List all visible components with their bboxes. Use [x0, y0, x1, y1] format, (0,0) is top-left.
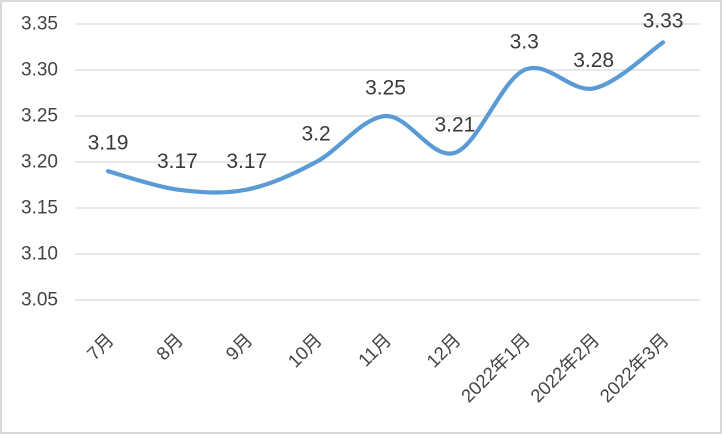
data-label: 3.28 — [573, 49, 614, 72]
x-axis-tick-label: 2022年3月 — [595, 329, 672, 406]
y-axis-tick-label: 3.35 — [21, 14, 58, 35]
y-axis-tick-label: 3.25 — [21, 106, 58, 127]
data-label: 3.25 — [365, 77, 406, 100]
data-label: 3.19 — [88, 132, 129, 155]
y-axis-tick-label: 3.15 — [21, 198, 58, 219]
data-label: 3.17 — [157, 150, 198, 173]
data-label: 3.33 — [643, 10, 684, 33]
y-axis-labels: 3.35 3.30 3.25 3.20 3.15 3.10 3.05 — [21, 14, 58, 311]
x-axis-tick-label: 2022年1月 — [457, 329, 534, 406]
x-axis-tick-label: 2022年2月 — [526, 329, 603, 406]
x-axis-tick-label: 10月 — [283, 329, 325, 371]
y-axis-tick-label: 3.05 — [21, 290, 58, 311]
data-labels: 3.19 3.17 3.17 3.2 3.25 3.21 3.3 3.28 3.33 — [88, 10, 684, 174]
x-axis-tick-label: 11月 — [354, 329, 396, 371]
y-axis-tick-label: 3.20 — [21, 152, 58, 173]
x-axis-tick-label: 12月 — [422, 329, 464, 371]
series-line — [105, 40, 666, 195]
data-label: 3.3 — [510, 31, 539, 54]
series-group — [105, 40, 666, 195]
x-axis-tick-label: 7月 — [83, 329, 118, 364]
y-axis-tick-label: 3.30 — [21, 60, 58, 81]
y-axis-tick-label: 3.10 — [21, 244, 58, 265]
data-label: 3.2 — [302, 123, 331, 146]
x-axis-tick-label: 8月 — [152, 329, 187, 364]
data-label: 3.17 — [226, 150, 267, 173]
x-axis-tick-label: 9月 — [221, 329, 256, 364]
data-label: 3.21 — [434, 113, 475, 136]
